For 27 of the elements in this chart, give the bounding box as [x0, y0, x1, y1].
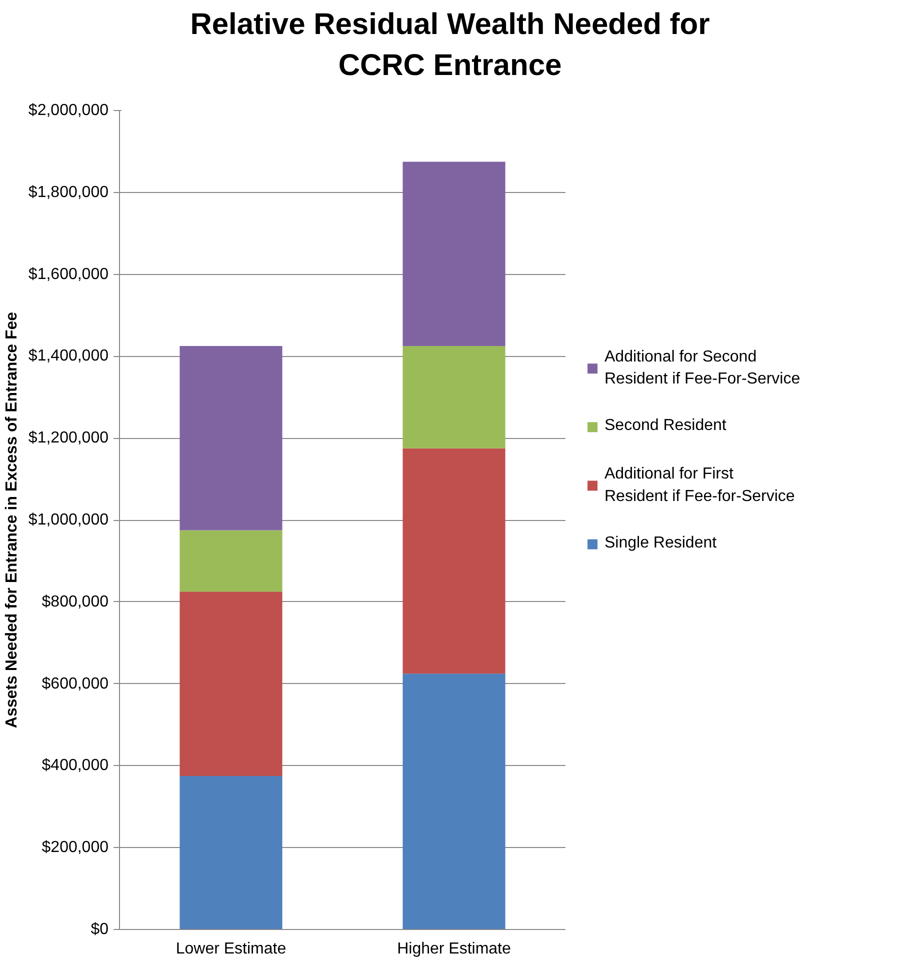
bar — [180, 530, 282, 592]
y-tick-label: $1,000,000 — [28, 512, 109, 528]
y-tick-label: $1,200,000 — [28, 430, 109, 447]
y-tick-label: $0 — [90, 921, 109, 938]
legend-label: Single Resident — [604, 534, 718, 552]
bar — [402, 162, 506, 346]
bar — [402, 346, 506, 448]
bar — [180, 592, 282, 776]
y-tick-label: $400,000 — [42, 757, 109, 774]
bar — [180, 346, 282, 530]
y-tick-label: $2,000,000 — [28, 102, 109, 119]
legend-label: Second Resident — [604, 417, 727, 434]
y-tick-label: $800,000 — [42, 593, 109, 610]
y-tick-label: $1,600,000 — [28, 266, 109, 283]
bar — [402, 448, 506, 674]
y-tick-label: $200,000 — [42, 839, 109, 856]
y-tick-label: $600,000 — [42, 675, 109, 692]
chart-title: Relative Residual Wealth Needed for CCRC Entrance — [189, 7, 711, 84]
bar — [402, 674, 506, 930]
y-axis-title: Assets Needed for Entrance in Excess of Entrance Fee — [3, 312, 20, 728]
y-tick-label: $1,800,000 — [28, 184, 109, 201]
legend-label: Additional for Second Resident if Fee-For-Service — [604, 348, 800, 388]
legend-label: Additional for First Resident if Fee-for-Service — [604, 466, 795, 505]
x-tick-label: Higher Estimate — [397, 940, 512, 958]
x-tick-label: Lower Estimate — [176, 940, 286, 958]
y-tick-label: $1,400,000 — [28, 348, 109, 365]
bar — [180, 776, 282, 930]
